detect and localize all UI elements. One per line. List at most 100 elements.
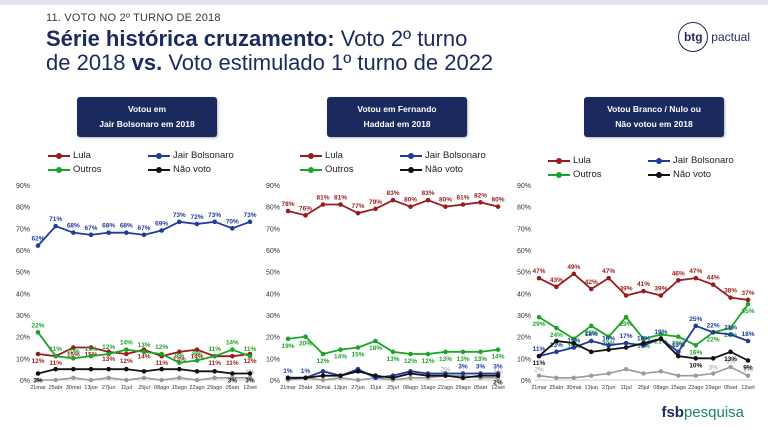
y-tick-label: 20% xyxy=(266,335,280,342)
data-point-outros xyxy=(676,334,681,339)
data-point-gray xyxy=(676,373,681,378)
legend-item-bolsonaro: Jair Bolsonaro xyxy=(648,155,734,166)
data-point-jair-bolsonaro xyxy=(606,343,611,348)
x-tick-label: 27jun xyxy=(351,385,364,391)
data-point-gray xyxy=(247,375,253,381)
panel-label-line1: Votou em xyxy=(127,104,167,114)
data-point-jair-bolsonaro xyxy=(212,219,217,225)
data-point-n-o-voto xyxy=(303,375,308,381)
data-point-n-o-voto xyxy=(623,345,629,350)
legend-label: Não voto xyxy=(425,164,464,175)
data-point-outros xyxy=(390,349,396,355)
legend-label: Outros xyxy=(73,164,102,175)
y-tick-label: 40% xyxy=(517,291,531,298)
data-point-outros xyxy=(88,353,94,359)
data-label-lula: 11% xyxy=(155,360,168,367)
data-label-lula: 12% xyxy=(31,358,44,365)
data-point-outros xyxy=(230,347,235,352)
data-label-lula: 44% xyxy=(707,275,720,282)
data-point-n-o-voto xyxy=(338,373,343,378)
legend-item-outros: Outros xyxy=(48,164,102,175)
title-rest-1: Voto 2º turno xyxy=(334,26,468,51)
data-point-n-o-voto xyxy=(285,375,291,381)
data-point-lula xyxy=(693,275,699,281)
data-point-gray xyxy=(53,377,58,383)
x-tick-label: 11jul xyxy=(620,385,631,391)
x-tick-label: 08ago xyxy=(403,385,418,391)
x-tick-label: 29ago xyxy=(455,385,470,391)
data-point-lula xyxy=(355,210,361,216)
data-point-jair-bolsonaro xyxy=(177,219,182,225)
fsb-logo-a: fsb xyxy=(661,404,684,421)
data-point-jair-bolsonaro xyxy=(230,226,235,231)
data-label-jair-bolsonaro: 19% xyxy=(654,329,667,336)
data-label-lula: 81% xyxy=(334,195,347,202)
data-point-outros xyxy=(177,360,182,365)
page-title: Série histórica cruzamento: Voto 2º turn… xyxy=(46,27,493,75)
legend-item-naovoto: Não voto xyxy=(400,164,463,175)
data-label-outros: 14% xyxy=(491,354,504,361)
data-point-n-o-voto xyxy=(641,340,646,346)
legend-item-bolsonaro: Jair Bolsonaro xyxy=(148,150,234,161)
title-bold-1: Série histórica cruzamento: xyxy=(46,26,335,51)
data-point-lula xyxy=(641,288,646,294)
data-label-lula: 47% xyxy=(689,268,702,275)
data-label-outros: 11% xyxy=(208,346,221,353)
x-tick-label: 25jul xyxy=(387,385,399,391)
data-label-lula: 49% xyxy=(567,264,580,271)
data-label-lula: 83% xyxy=(421,190,434,197)
data-label-jair-bolsonaro: 13% xyxy=(672,342,685,349)
data-label-lula: 81% xyxy=(456,195,469,202)
legend-item-lula: Lula xyxy=(300,150,343,161)
data-point-outros xyxy=(745,301,751,307)
data-label-outros: 12% xyxy=(421,358,434,365)
data-point-lula xyxy=(35,351,41,357)
data-point-gray xyxy=(571,375,577,381)
legend-item-naovoto: Não voto xyxy=(648,169,711,180)
data-point-lula xyxy=(554,284,559,290)
data-label-jair-bolsonaro: 70% xyxy=(226,218,239,225)
data-label-jair-bolsonaro: 73% xyxy=(208,212,221,219)
legend-label: Lula xyxy=(73,150,91,161)
data-label-jair-bolsonaro: 73% xyxy=(243,212,256,219)
data-point-n-o-voto xyxy=(443,373,448,378)
x-tick-label: 30mai xyxy=(316,385,331,391)
legend-swatch xyxy=(48,152,70,160)
data-point-gray xyxy=(728,364,733,370)
y-tick-label: 50% xyxy=(266,270,280,277)
data-point-lula xyxy=(710,282,716,287)
data-label-lula: 41% xyxy=(637,281,650,288)
data-point-outros xyxy=(460,349,466,355)
legend-swatch xyxy=(300,152,322,160)
x-tick-label: 29ago xyxy=(706,385,721,391)
data-point-jair-bolsonaro xyxy=(71,230,76,235)
x-tick-label: 08ago xyxy=(154,385,169,391)
x-tick-label: 27jun xyxy=(602,385,615,391)
data-point-gray xyxy=(623,366,629,372)
data-point-outros xyxy=(159,351,164,357)
data-point-lula xyxy=(606,275,611,281)
data-point-outros xyxy=(247,353,253,359)
y-tick-label: 30% xyxy=(16,313,30,320)
data-point-n-o-voto xyxy=(495,373,501,378)
legend-label: Jair Bolsonaro xyxy=(425,150,486,161)
x-tick-label: 22ago xyxy=(688,385,703,391)
y-tick-label: 60% xyxy=(517,248,531,255)
legend-label: Jair Bolsonaro xyxy=(673,155,734,166)
data-label-jair-bolsonaro: 11% xyxy=(533,346,546,353)
data-point-n-o-voto xyxy=(194,369,200,374)
data-label-outros: 11% xyxy=(85,346,98,353)
data-label-lula: 80% xyxy=(491,197,504,204)
data-point-lula xyxy=(460,202,466,207)
data-point-n-o-voto xyxy=(571,340,577,346)
data-point-lula xyxy=(443,204,448,209)
data-label-outros: 14% xyxy=(334,354,347,361)
title-line2-b: Voto estimulado 1º turno de 2022 xyxy=(162,50,494,75)
data-label-outros: 35% xyxy=(741,308,754,315)
panel-label-line2: Jair Bolsonaro em 2018 xyxy=(99,119,195,129)
data-point-lula xyxy=(285,208,291,214)
data-label-outros: 13% xyxy=(386,356,399,363)
data-point-n-o-voto xyxy=(177,366,182,372)
y-tick-label: 10% xyxy=(16,356,30,363)
x-tick-label: 25abr xyxy=(49,385,63,391)
